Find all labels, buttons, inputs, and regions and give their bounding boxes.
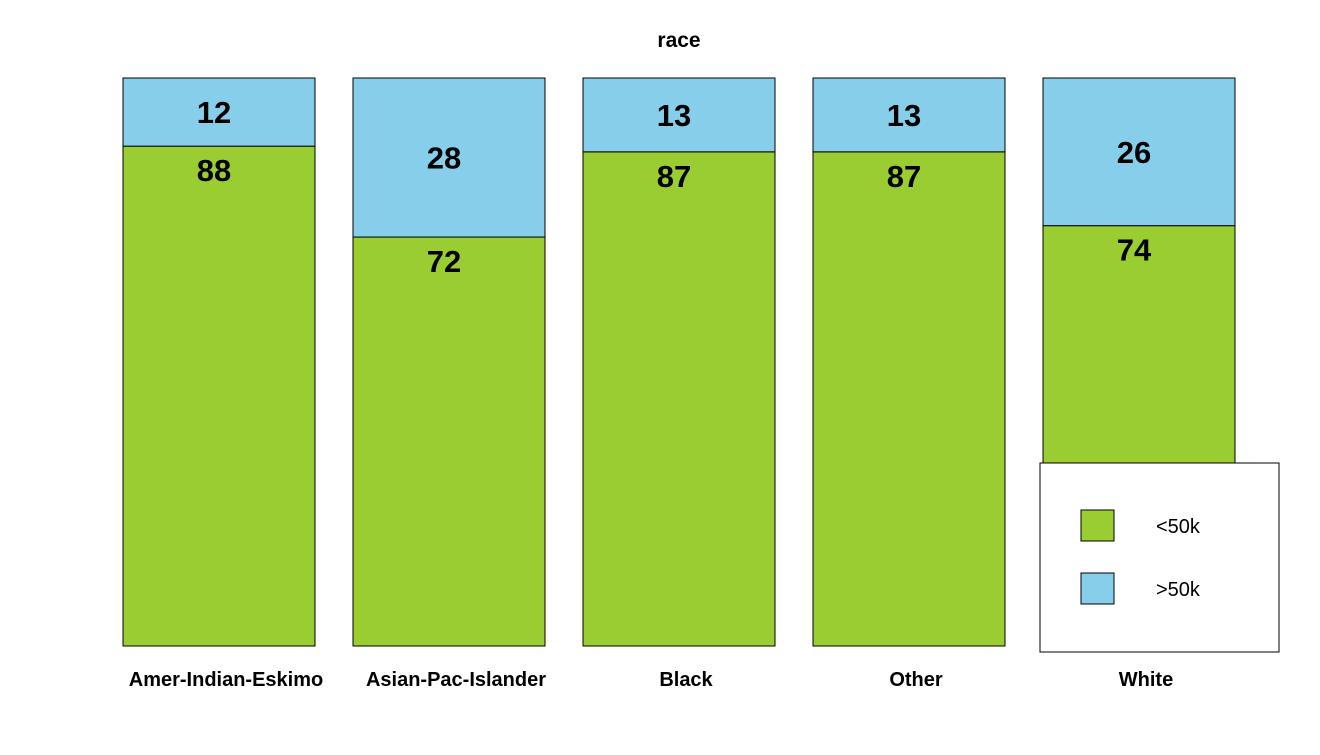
- value-label-black-below-50k: 87: [657, 159, 691, 194]
- legend: <50k >50k: [1039, 462, 1280, 653]
- value-label-amer-indian-eskimo-above-50k: 12: [197, 95, 231, 130]
- chart-title: race: [657, 29, 700, 52]
- bars-layer: [122, 77, 1236, 647]
- category-label-black: Black: [659, 669, 713, 691]
- value-label-asian-pac-islander-below-50k: 72: [427, 244, 461, 279]
- bar-other-above-50k: [812, 77, 1006, 153]
- bar-asian-pac-islander-above-50k: [352, 77, 546, 238]
- legend-swatch-above-50k: [1080, 572, 1115, 605]
- category-label-asian-pac-islander: Asian-Pac-Islander: [366, 669, 546, 691]
- value-label-black-above-50k: 13: [657, 98, 691, 133]
- value-label-white-above-50k: 26: [1117, 135, 1151, 170]
- legend-swatch-below-50k: [1080, 509, 1115, 542]
- value-label-other-above-50k: 13: [887, 98, 921, 133]
- bar-black-above-50k: [582, 77, 776, 153]
- bar-black-below-50k: [582, 151, 776, 647]
- labels-layer: 88 12 Amer-Indian-Eskimo 72 28 Asian-Pac-Isla…: [129, 95, 1173, 691]
- legend-box: [1039, 462, 1280, 653]
- legend-label-below-50k: <50k: [1156, 516, 1201, 538]
- value-label-other-below-50k: 87: [887, 159, 921, 194]
- bar-white-above-50k: [1042, 77, 1236, 227]
- value-label-asian-pac-islander-above-50k: 28: [427, 141, 461, 176]
- bar-other-below-50k: [812, 151, 1006, 647]
- category-label-amer-indian-eskimo: Amer-Indian-Eskimo: [129, 669, 323, 691]
- value-label-amer-indian-eskimo-below-50k: 88: [197, 153, 231, 188]
- bar-amer-indian-eskimo-below-50k: [122, 145, 316, 647]
- bar-asian-pac-islander-below-50k: [352, 236, 546, 647]
- value-label-white-below-50k: 74: [1117, 233, 1152, 268]
- category-label-white: White: [1119, 669, 1173, 691]
- legend-label-above-50k: >50k: [1156, 579, 1201, 601]
- category-label-other: Other: [889, 669, 943, 691]
- bar-amer-indian-eskimo-above-50k: [122, 77, 316, 147]
